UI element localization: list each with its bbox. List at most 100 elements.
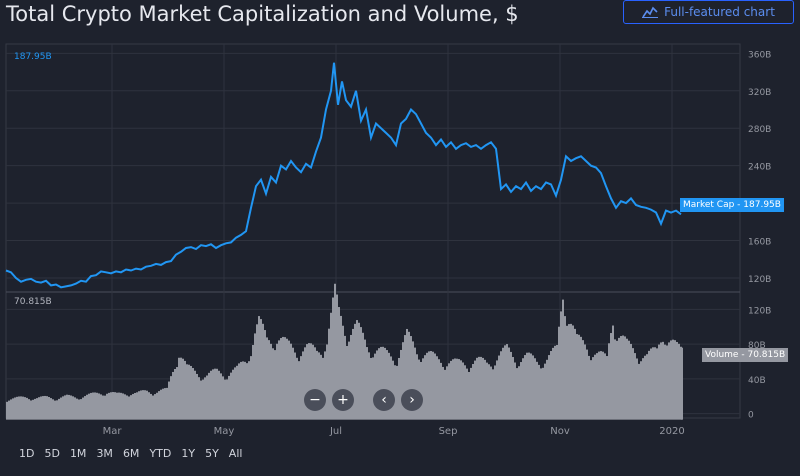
range-button-1d[interactable]: 1D — [19, 447, 35, 460]
volume-bar — [352, 328, 354, 420]
volume-bar — [640, 361, 642, 420]
volume-bar — [380, 346, 382, 420]
volume-bar — [96, 392, 98, 420]
volume-bar — [308, 343, 310, 420]
volume-bar — [340, 315, 342, 420]
volume-bar — [470, 367, 472, 420]
range-button-ytd[interactable]: YTD — [149, 447, 172, 460]
volume-bar — [274, 350, 276, 420]
range-button-5d[interactable]: 5D — [44, 447, 60, 460]
range-button-3m[interactable]: 3M — [96, 447, 113, 460]
scroll-right-button[interactable]: › — [401, 389, 423, 411]
volume-bar — [190, 365, 192, 420]
volume-bar — [10, 399, 12, 420]
volume-bar — [488, 364, 490, 420]
volume-bar — [580, 336, 582, 420]
volume-bar — [180, 357, 182, 420]
volume-bar — [542, 367, 544, 420]
volume-bar — [282, 336, 284, 420]
volume-bar — [106, 393, 108, 420]
volume-bar — [384, 347, 386, 420]
volume-bar — [468, 371, 470, 420]
scroll-left-button[interactable]: ‹ — [373, 389, 395, 411]
volume-bar — [262, 323, 264, 420]
volume-bar — [396, 365, 398, 420]
volume-bar — [156, 392, 158, 420]
volume-bar — [326, 344, 328, 420]
volume-bar — [482, 357, 484, 420]
volume-bar — [568, 324, 570, 420]
volume-bar — [444, 369, 446, 420]
volume-bar — [670, 340, 672, 420]
volume-bar — [494, 365, 496, 420]
volume-bar — [590, 360, 592, 420]
volume-bar — [42, 396, 44, 420]
volume-bar — [104, 395, 106, 420]
volume-bar — [356, 320, 358, 420]
volume-bar — [386, 350, 388, 420]
volume-bar — [168, 381, 170, 420]
volume-bar — [414, 347, 416, 420]
volume-bar — [162, 388, 164, 420]
volume-bar — [378, 348, 380, 420]
volume-bar — [360, 327, 362, 420]
volume-bar — [486, 362, 488, 420]
volume-bar — [102, 395, 104, 420]
volume-bar — [238, 363, 240, 420]
volume-bar — [148, 392, 150, 420]
volume-bar — [82, 397, 84, 420]
volume-bar — [62, 396, 64, 420]
volume-bar — [150, 393, 152, 420]
volume-bar — [256, 324, 258, 420]
volume-bar — [110, 392, 112, 420]
volume-bar — [32, 399, 34, 420]
volume-bar — [512, 357, 514, 420]
volume-bar — [466, 368, 468, 420]
volume-bar — [606, 356, 608, 420]
volume-bar — [438, 359, 440, 420]
volume-bar — [244, 361, 246, 420]
volume-bar — [530, 353, 532, 420]
volume-bar — [594, 354, 596, 420]
volume-bar — [258, 316, 260, 420]
volume-bar — [216, 368, 218, 420]
range-button-1m[interactable]: 1M — [69, 447, 87, 460]
volume-bar — [264, 330, 266, 420]
full-featured-chart-button[interactable]: Full-featured chart — [623, 0, 794, 24]
volume-bar — [446, 366, 448, 420]
volume-bar — [146, 390, 148, 420]
volume-bar — [298, 361, 300, 420]
volume-bar — [240, 361, 242, 420]
volume-bar — [528, 352, 530, 420]
range-button-6m[interactable]: 6M — [122, 447, 140, 460]
volume-bar — [510, 351, 512, 420]
volume-bar — [448, 363, 450, 420]
volume-bar — [450, 360, 452, 420]
volume-bar — [666, 345, 668, 420]
range-button-5y[interactable]: 5Y — [205, 447, 219, 460]
volume-bar — [564, 316, 566, 420]
volume-bar — [236, 365, 238, 420]
volume-bar — [160, 389, 162, 420]
volume-bar — [520, 362, 522, 420]
volume-bar — [434, 353, 436, 420]
volume-bar — [492, 369, 494, 420]
volume-bar — [514, 362, 516, 420]
volume-bar — [612, 325, 614, 420]
zoom-in-button[interactable]: + — [332, 389, 354, 411]
volume-bar — [376, 350, 378, 420]
volume-bar — [330, 312, 332, 420]
zoom-out-button[interactable]: − — [304, 389, 326, 411]
volume-bar — [294, 352, 296, 420]
range-button-1y[interactable]: 1Y — [181, 447, 196, 460]
range-button-all[interactable]: All — [228, 447, 243, 460]
volume-bar — [176, 367, 178, 420]
volume-bar — [402, 342, 404, 420]
volume-bar — [544, 363, 546, 420]
volume-bar — [310, 343, 312, 420]
volume-bar — [346, 345, 348, 420]
vol-y-tick-label: 120B — [748, 306, 771, 316]
volume-bar — [546, 359, 548, 420]
cap-y-tick-label: 280B — [748, 125, 771, 135]
